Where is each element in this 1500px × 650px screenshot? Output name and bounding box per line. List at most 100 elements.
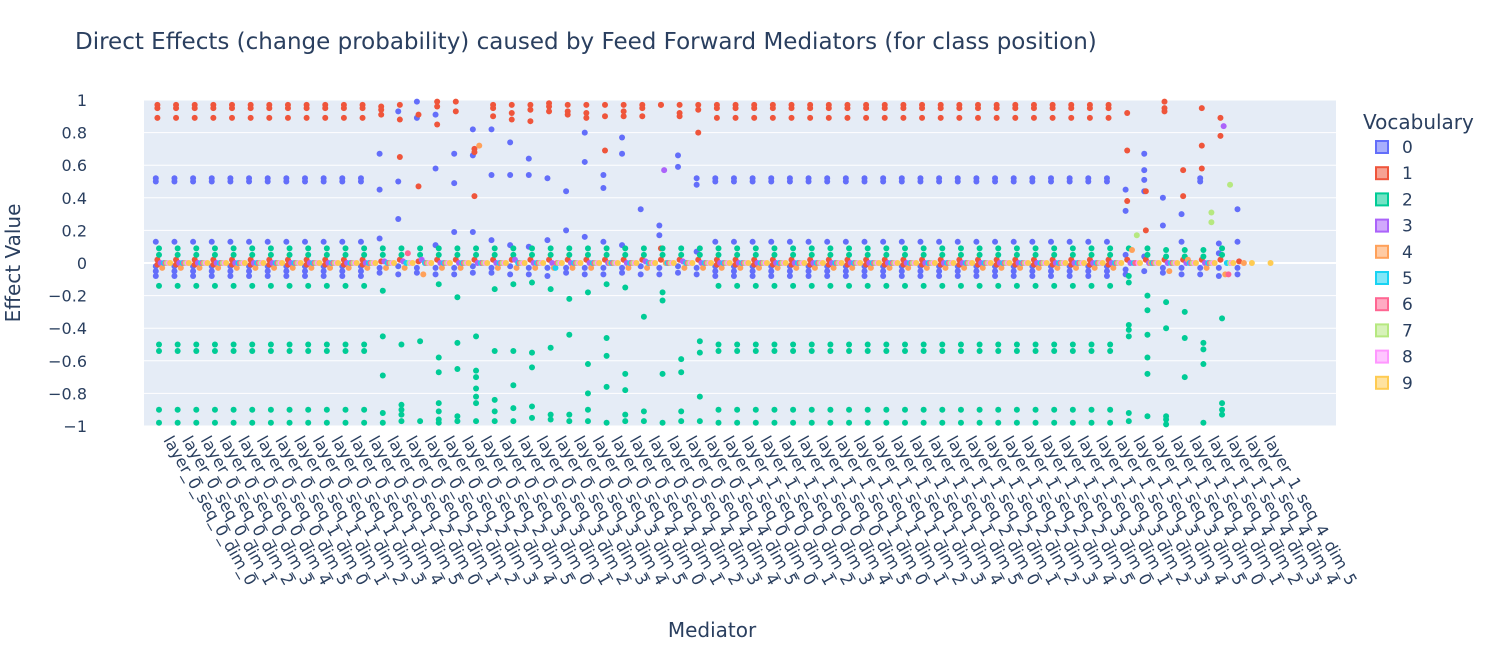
data-point: [1088, 406, 1095, 413]
data-point: [961, 264, 968, 271]
data-point: [1236, 258, 1243, 265]
legend-label: 2: [1402, 190, 1413, 210]
data-point: [923, 264, 930, 271]
data-point: [695, 106, 702, 113]
data-point: [452, 98, 459, 105]
data-point: [320, 273, 327, 280]
data-point: [246, 273, 253, 280]
data-point: [749, 238, 756, 245]
data-point: [751, 114, 758, 121]
data-point: [230, 251, 237, 258]
data-point: [190, 268, 197, 275]
data-point: [973, 273, 980, 280]
data-point: [415, 183, 422, 190]
data-point: [230, 245, 237, 252]
data-point: [976, 406, 983, 413]
data-point: [435, 369, 442, 376]
data-point: [361, 282, 368, 289]
data-point: [1069, 341, 1076, 348]
data-point: [1178, 264, 1185, 271]
data-point: [640, 313, 647, 320]
data-point: [1124, 198, 1131, 205]
data-point: [471, 193, 478, 200]
data-point: [786, 268, 793, 275]
data-point: [745, 260, 752, 266]
data-point: [811, 264, 818, 271]
data-point: [230, 406, 237, 413]
data-point: [883, 245, 890, 252]
data-point: [1085, 178, 1092, 185]
data-point: [345, 264, 352, 271]
data-point: [266, 114, 273, 121]
data-point: [361, 406, 368, 413]
data-point: [614, 260, 621, 266]
data-point: [1088, 341, 1095, 348]
data-point: [1107, 245, 1114, 252]
data-point: [491, 348, 498, 355]
data-point: [508, 116, 515, 123]
data-point: [1163, 253, 1170, 260]
legend-title: Vocabulary: [1363, 110, 1474, 134]
data-point: [774, 264, 781, 271]
data-point: [323, 245, 330, 252]
data-point: [1234, 238, 1241, 245]
data-point: [246, 178, 253, 185]
data-point: [563, 269, 570, 276]
data-point: [544, 273, 551, 280]
data-point: [917, 268, 924, 275]
data-point: [1107, 341, 1114, 348]
data-point: [286, 282, 293, 289]
data-point: [156, 419, 162, 426]
data-point: [1051, 419, 1058, 426]
data-point: [749, 273, 756, 280]
data-point: [544, 175, 551, 182]
data-point: [864, 406, 871, 413]
data-point: [152, 268, 159, 275]
data-point: [652, 260, 659, 266]
data-point: [173, 114, 180, 121]
data-point: [190, 238, 197, 245]
data-point: [1166, 268, 1173, 275]
data-point: [476, 142, 483, 149]
data-point: [529, 364, 535, 371]
data-point: [583, 110, 590, 117]
data-point: [252, 264, 259, 271]
data-point: [1032, 348, 1039, 355]
data-point: [564, 111, 571, 118]
data-point: [936, 268, 943, 275]
data-point: [547, 286, 554, 293]
data-point: [637, 206, 644, 213]
data-point: [1103, 238, 1110, 245]
data-point: [323, 341, 330, 348]
data-point: [552, 264, 559, 271]
data-point: [898, 268, 905, 275]
data-point: [527, 106, 534, 113]
data-point: [842, 178, 849, 185]
data-point: [529, 245, 535, 252]
data-point: [957, 419, 964, 426]
data-point: [340, 105, 347, 112]
data-point: [1129, 246, 1135, 253]
data-point: [260, 260, 267, 266]
data-point: [1159, 222, 1166, 229]
data-point: [718, 264, 725, 271]
data-point: [415, 111, 422, 118]
data-point: [957, 406, 964, 413]
data-point: [861, 178, 868, 185]
data-point: [320, 268, 327, 275]
data-point: [769, 105, 776, 112]
y-tick-label: 0: [77, 254, 87, 273]
data-point: [864, 341, 871, 348]
data-point: [752, 341, 759, 348]
data-point: [917, 238, 924, 245]
data-point: [619, 134, 626, 141]
data-point: [305, 282, 312, 289]
data-point: [1032, 419, 1039, 426]
data-point: [844, 114, 851, 121]
data-point: [302, 178, 308, 185]
data-point: [525, 264, 532, 271]
legend-label: 0: [1402, 138, 1413, 158]
data-point: [488, 269, 495, 276]
data-point: [992, 238, 999, 245]
data-point: [1010, 273, 1017, 280]
